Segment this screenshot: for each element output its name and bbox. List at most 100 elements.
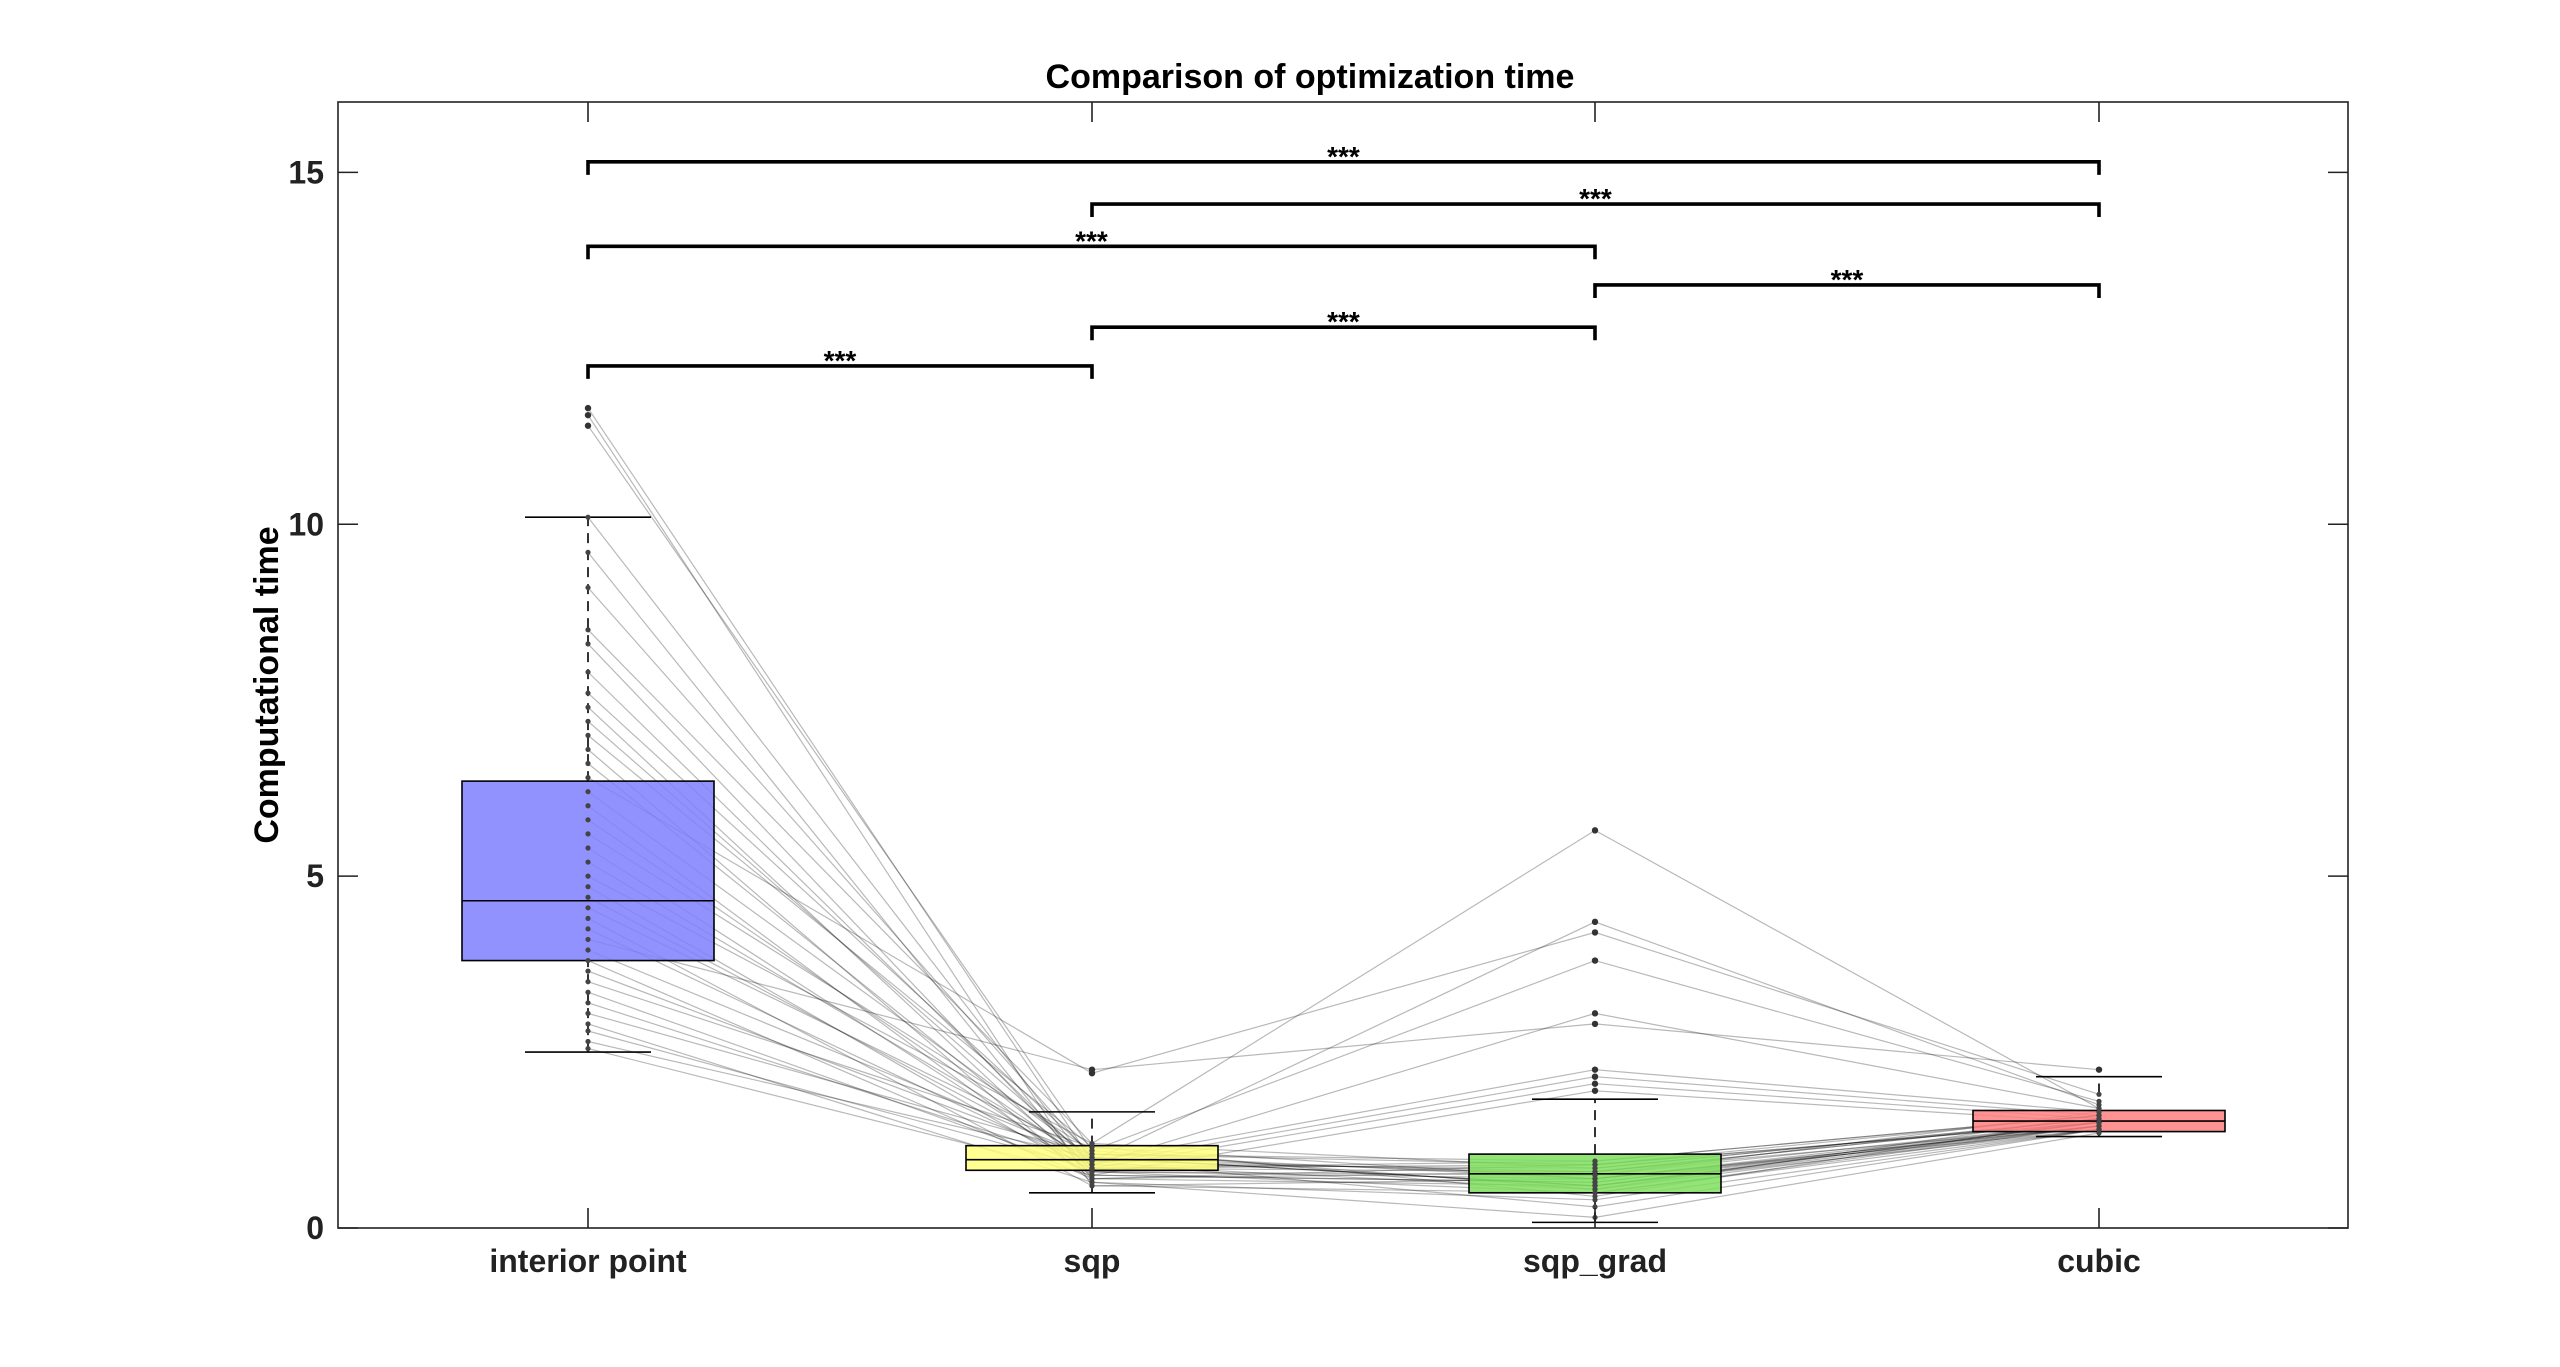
paired-line (587, 791, 2100, 1187)
outlier-point (1591, 1080, 1599, 1087)
chart-title: Comparison of optimization time (1046, 58, 1575, 96)
data-point (585, 1045, 591, 1052)
significance-bracket (1593, 283, 2101, 298)
significance-bracket (586, 364, 1094, 379)
paired-line (587, 970, 2100, 1162)
x-tick-label: cubic (2057, 1243, 2141, 1279)
significance-label: *** (1831, 264, 1864, 295)
outlier-point (1591, 1066, 1599, 1073)
paired-line (587, 407, 2100, 1173)
paired-line (587, 706, 2100, 1183)
data-point (585, 690, 591, 696)
data-point (1592, 1176, 1598, 1182)
data-point (585, 514, 591, 520)
data-point (1089, 1179, 1095, 1185)
paired-line (587, 960, 2100, 1180)
paired-line (587, 805, 2100, 1180)
significance-bracket (586, 160, 2101, 175)
paired-line (587, 1030, 2100, 1169)
outlier-point (584, 411, 592, 419)
paired-line (587, 777, 2100, 1095)
y-axis-label: Computational time (248, 526, 286, 843)
data-point (585, 936, 591, 943)
points-layer (584, 404, 2103, 1221)
data-point (1089, 1165, 1095, 1171)
data-point (585, 957, 591, 964)
paired-line (587, 875, 2100, 1169)
paired-line (587, 1040, 2100, 1187)
outlier-point (584, 404, 592, 412)
data-point (585, 704, 591, 710)
data-point (2096, 1119, 2102, 1126)
paired-line (587, 734, 2100, 1180)
paired-line (587, 861, 2100, 1208)
paired-line (587, 425, 2100, 1190)
data-point (585, 1010, 591, 1016)
paired-lines-layer (587, 407, 2100, 1219)
paired-line (587, 692, 2100, 1162)
data-point (585, 905, 591, 911)
outlier-point (1591, 1087, 1599, 1094)
paired-line (587, 1023, 2100, 1219)
data-point (585, 760, 591, 767)
outlier-point (1591, 1073, 1599, 1080)
data-point (1089, 1155, 1095, 1161)
data-point (585, 926, 591, 932)
significance-label: *** (1327, 306, 1360, 337)
axes-frame (337, 101, 2349, 1229)
data-point (585, 894, 591, 900)
outlier-point (1591, 1010, 1599, 1017)
data-point (585, 1028, 591, 1034)
axes-layer: 0 5 10 15 interior point sqp sqp_grad cubic (288, 101, 2349, 1279)
paired-line (587, 886, 2100, 1183)
data-point (585, 1000, 591, 1006)
data-point (2096, 1091, 2102, 1097)
y-tick-label: 5 (306, 858, 324, 894)
y-tick-label: 10 (288, 506, 324, 542)
data-point (585, 845, 591, 851)
paired-line (587, 763, 2100, 1173)
outlier-point (1591, 827, 1599, 834)
data-point (585, 1038, 591, 1045)
data-point (585, 831, 591, 837)
data-point (1592, 1183, 1598, 1189)
data-point (585, 1021, 591, 1027)
outlier-point (1591, 929, 1599, 936)
data-point (1089, 1172, 1095, 1178)
paired-line (587, 629, 2100, 1145)
paired-line (587, 907, 2100, 1180)
data-point (585, 968, 591, 974)
significance-bracket (586, 244, 1597, 260)
data-point (2096, 1098, 2102, 1104)
paired-line (587, 981, 2100, 1197)
paired-line (587, 847, 2100, 1176)
significance-bracket (1090, 202, 2101, 218)
significance-label: *** (824, 345, 857, 376)
significance-layer: *** *** *** *** *** *** (586, 141, 2101, 379)
paired-line (587, 587, 2100, 1176)
data-point (2096, 1130, 2102, 1136)
data-point (585, 873, 591, 879)
outlier-point (2095, 1066, 2103, 1073)
x-tick-label: sqp (1064, 1243, 1121, 1279)
significance-label: *** (1327, 141, 1360, 172)
paired-line (587, 833, 2100, 1152)
data-point (585, 732, 591, 738)
y-tick-label: 0 (306, 1210, 324, 1246)
y-tick-label: 15 (288, 154, 324, 190)
data-point (585, 746, 591, 753)
data-point (1089, 1144, 1095, 1150)
data-point (585, 817, 591, 823)
paired-line (587, 949, 2100, 1187)
data-point (585, 915, 591, 921)
paired-line (587, 896, 2100, 1166)
data-point (1592, 1193, 1598, 1199)
data-point (585, 884, 591, 890)
paired-line (587, 671, 2100, 1169)
paired-line (587, 1047, 2100, 1176)
paired-line (587, 938, 2100, 1071)
paired-line (587, 749, 2100, 1201)
data-point (585, 789, 591, 795)
